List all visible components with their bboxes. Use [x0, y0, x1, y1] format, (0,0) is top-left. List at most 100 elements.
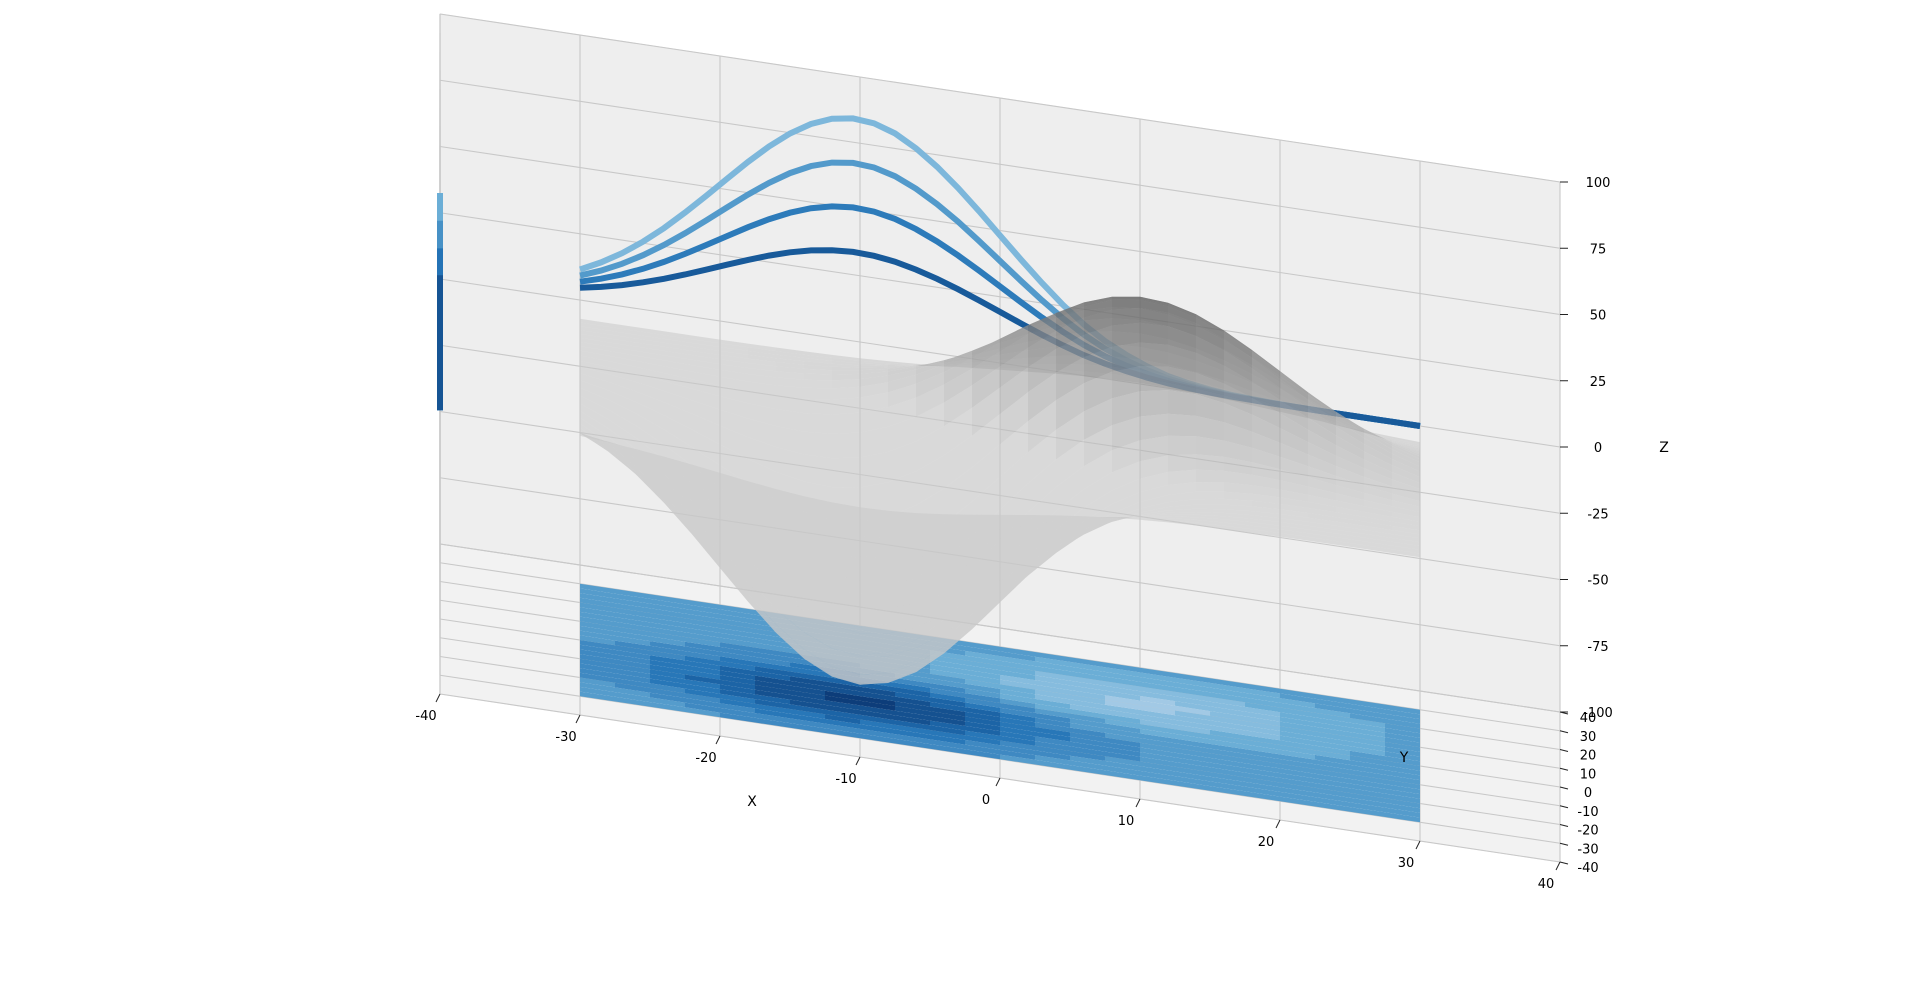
surface-cell [748, 548, 776, 591]
contour-cell [1210, 678, 1245, 689]
contour-cell [615, 593, 650, 604]
surface-cell [1056, 515, 1084, 518]
contour-cell [1385, 709, 1420, 720]
surface-cell [1308, 486, 1336, 501]
surface-cell [1392, 443, 1420, 460]
contour-cell [1140, 728, 1175, 739]
surface-cell [1392, 441, 1420, 451]
surface-cell [1000, 542, 1028, 568]
contour-cell [1210, 706, 1245, 717]
y-tick-label: -20 [1577, 824, 1598, 839]
contour-cell [1000, 646, 1035, 657]
surface-cell [916, 536, 944, 558]
surface-cell [1392, 459, 1420, 478]
surface-cell [664, 331, 692, 340]
surface-cell [1308, 513, 1336, 522]
contour-cell [615, 654, 650, 665]
surface-cell [1196, 323, 1224, 351]
surface-cell [804, 454, 832, 488]
surface-cell [580, 330, 608, 339]
surface-cell [692, 335, 720, 344]
x-tick-label: -10 [835, 772, 856, 787]
surface-cell [636, 471, 664, 501]
surface-cell [972, 414, 1000, 468]
contour-cell [825, 690, 860, 701]
contour-cell [1035, 680, 1070, 691]
contour-cell [1210, 682, 1245, 693]
contour-cell [965, 749, 1000, 760]
contour-cell [1175, 719, 1210, 730]
surface-cell [748, 358, 776, 367]
contour-cell [615, 668, 650, 679]
surface-cell [1028, 539, 1056, 563]
surface-cell [608, 449, 636, 472]
contour-cell [685, 651, 720, 661]
surface-cell [1280, 373, 1308, 400]
surface-cell [804, 507, 832, 531]
contour-cell [720, 703, 755, 714]
surface-cell [944, 522, 972, 537]
contour-cell [1210, 720, 1245, 731]
surface-cell [664, 429, 692, 466]
surface-cell [1336, 419, 1364, 444]
contour-cell [685, 683, 720, 694]
contour-cell [755, 638, 790, 649]
surface-cell [720, 425, 748, 459]
surface-cell [1252, 381, 1280, 414]
surface-cell [1364, 516, 1392, 526]
surface-cell [608, 361, 636, 374]
surface-cell [1056, 521, 1084, 533]
surface-cell [1140, 494, 1168, 509]
contour-cell [1070, 760, 1105, 771]
contour-cell [1140, 766, 1175, 777]
contour-cell [1245, 753, 1280, 764]
surface-cell [1140, 514, 1168, 517]
surface-cell [888, 538, 916, 559]
contour-cell [615, 621, 650, 632]
contour-cell [895, 682, 930, 693]
surface-cell [860, 607, 888, 634]
surface-cell [1084, 398, 1112, 440]
surface-cell [664, 360, 692, 372]
surface-cell [1280, 514, 1308, 522]
contour-cell [1140, 756, 1175, 767]
contour-cell [1245, 683, 1280, 694]
surface-cell [1168, 413, 1196, 437]
surface-cell [636, 413, 664, 445]
surface-cell [1280, 518, 1308, 526]
contour-cell [1315, 698, 1350, 709]
contour-cell [755, 713, 790, 724]
contour-cell [1280, 716, 1315, 727]
surface-cell [776, 511, 804, 541]
surface-cell [888, 522, 916, 539]
surface-cell [748, 368, 776, 378]
surface-cell [748, 437, 776, 472]
contour-cell [930, 683, 965, 694]
surface-cell [1364, 533, 1392, 542]
contour-cell [1280, 745, 1315, 755]
surface-cell [888, 365, 916, 369]
surface-cell [1112, 366, 1140, 399]
contour-cell [685, 613, 720, 624]
surface-cell [636, 373, 664, 391]
surface-cell [1336, 512, 1364, 522]
surface-cell [1392, 472, 1420, 490]
surface-cell [1140, 307, 1168, 327]
surface-cell [720, 359, 748, 368]
contour-cell [1070, 718, 1105, 729]
surface-cell [944, 435, 972, 489]
contour-cell [930, 655, 965, 665]
contour-cell [1070, 671, 1105, 682]
surface-cell [1224, 482, 1252, 494]
y-tick-label: -30 [1577, 842, 1598, 857]
surface-cell [580, 403, 608, 429]
contour-cell [1210, 701, 1245, 712]
surface-cell [1392, 453, 1420, 472]
surface-cell [1308, 525, 1336, 534]
contour-cell [650, 645, 685, 656]
surface-cell [1084, 425, 1112, 467]
surface-cell [1280, 371, 1308, 395]
contour-cell [755, 642, 790, 653]
surface-cell [1112, 322, 1140, 347]
contour-cell [1350, 774, 1385, 785]
